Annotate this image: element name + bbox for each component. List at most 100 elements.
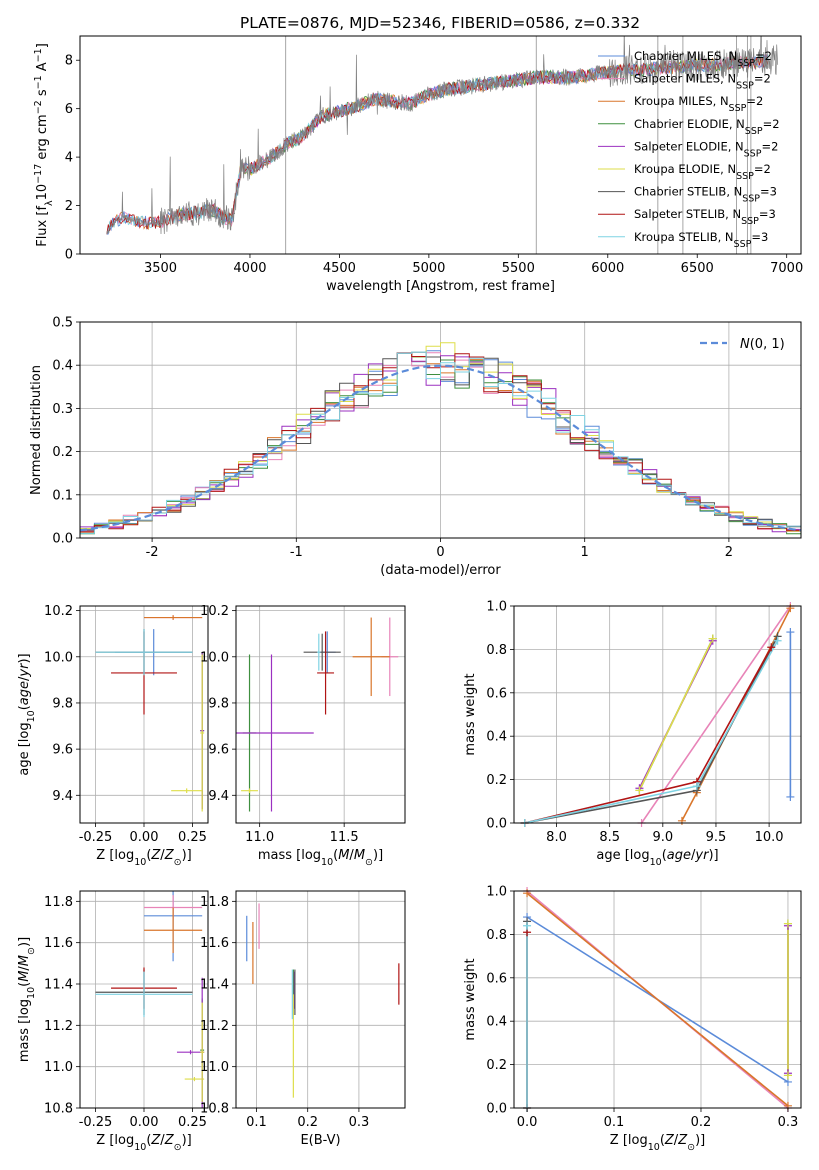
label-part: M bbox=[338, 848, 349, 863]
label-part: Chabrier STELIB, N bbox=[634, 185, 742, 199]
weight-marker bbox=[783, 1071, 792, 1080]
y-tick-label: 2 bbox=[65, 199, 73, 214]
y-tick-label: 11.6 bbox=[44, 936, 73, 951]
label-part: SSP bbox=[741, 216, 759, 227]
label-part: Kroupa STELIB, N bbox=[634, 230, 734, 244]
label-part: Chabrier MILES, N bbox=[634, 49, 737, 63]
y-tick-label: 10.0 bbox=[44, 650, 73, 665]
age-vs-metallicity-panel: -0.25 0.00 0.259.49.69.810.010.2Z [log10(Z… bbox=[17, 604, 209, 868]
plot-area bbox=[95, 615, 205, 812]
label-part: 10 bbox=[648, 1142, 660, 1153]
axes-frame bbox=[235, 605, 406, 824]
x-tick-label: 0.3 bbox=[349, 1115, 370, 1130]
plot-area bbox=[526, 891, 789, 1108]
y-tick-label: 0.0 bbox=[52, 532, 73, 547]
label-part: / bbox=[160, 1133, 165, 1148]
label-part: yr bbox=[694, 848, 710, 863]
weight-marker bbox=[773, 636, 782, 645]
label-part: Kroupa ELODIE, N bbox=[634, 162, 736, 176]
x-tick-label: 0.00 bbox=[130, 830, 159, 845]
label-part: ( bbox=[146, 848, 151, 863]
label-part: =3 bbox=[751, 230, 768, 244]
axes-frame bbox=[235, 890, 406, 1109]
weight-vs-age-panel: 8.0 8.5 9.0 9.5 10.0 0.0 0.2 0.4 0.6 0.8 1.0 age [l… bbox=[463, 600, 802, 868]
x-tick-label: 0.1 bbox=[246, 1115, 267, 1130]
x-tick-label: 6500 bbox=[681, 261, 714, 276]
y-tick-label: 11.0 bbox=[200, 1060, 229, 1075]
label-part: Z [log bbox=[610, 1133, 648, 1148]
weight-line bbox=[524, 636, 779, 823]
label-part: SSP bbox=[734, 238, 752, 249]
label-part: 10 bbox=[26, 987, 37, 999]
x-tick-label: 5000 bbox=[412, 261, 445, 276]
label-part: Z [log bbox=[96, 848, 134, 863]
label-part: =2 bbox=[761, 139, 778, 153]
weight-marker bbox=[786, 792, 795, 801]
legend-label: Chabrier STELIB, NSSP=3 bbox=[634, 185, 777, 205]
figure-title: PLATE=0876, MJD=52346, FIBERID=0586, z=0… bbox=[240, 14, 640, 32]
legend-label: Kroupa MILES, NSSP=2 bbox=[634, 94, 763, 114]
label-part: Z bbox=[150, 1133, 161, 1148]
weight-vs-metallicity-panel: 0.0 0.1 0.2 0.30.00.20.40.60.81.0Z [log10(Z… bbox=[463, 885, 802, 1153]
y-tick-label: 0.4 bbox=[52, 359, 73, 374]
label-part: SSP bbox=[744, 148, 762, 159]
label-part: )] bbox=[17, 653, 32, 663]
label-part: SSP bbox=[737, 58, 755, 69]
x-tick-label: 3500 bbox=[144, 261, 177, 276]
y-axis-label: Normed distribution bbox=[29, 365, 44, 495]
plot-area bbox=[524, 606, 792, 823]
label-part: Z bbox=[677, 1133, 688, 1148]
label-part: ( bbox=[17, 982, 32, 987]
label-part: wavelength [Angstrom, rest frame] bbox=[326, 279, 555, 294]
label-part: yr bbox=[17, 662, 32, 678]
label-part: mass [log bbox=[258, 848, 321, 863]
y-tick-label: 11.4 bbox=[44, 978, 73, 993]
x-tick-label: 6000 bbox=[591, 261, 624, 276]
label-part: N bbox=[740, 337, 750, 352]
label-part: Salpeter ELODIE, N bbox=[634, 139, 744, 153]
label-part: age [log bbox=[596, 848, 649, 863]
x-tick-label: 4500 bbox=[323, 261, 356, 276]
y-tick-label: 0.8 bbox=[486, 928, 507, 943]
label-part: 10 bbox=[26, 710, 37, 722]
x-tick-label: 11.0 bbox=[245, 830, 274, 845]
y-tick-label: 11.0 bbox=[44, 1060, 73, 1075]
label-part: )] bbox=[182, 848, 192, 863]
legend-label: N(0, 1) bbox=[740, 337, 785, 352]
y-tick-label: 10.0 bbox=[200, 650, 229, 665]
plot-area bbox=[236, 617, 399, 812]
label-part: =2 bbox=[746, 94, 763, 108]
y-tick-label: 11.4 bbox=[200, 978, 229, 993]
label-part: Z bbox=[164, 1133, 175, 1148]
x-tick-label: 0.3 bbox=[778, 1115, 799, 1130]
y-tick-label: 0.1 bbox=[52, 488, 73, 503]
label-part: λ bbox=[44, 200, 55, 206]
y-tick-label: 9.6 bbox=[52, 743, 73, 758]
label-part: (data-model)/error bbox=[380, 563, 501, 578]
label-part: (0, 1) bbox=[750, 337, 785, 352]
y-tick-label: 0.2 bbox=[52, 445, 73, 460]
x-axis-label: age [log10(age/yr)] bbox=[596, 848, 718, 868]
label-part: / bbox=[349, 848, 354, 863]
axes-frame bbox=[513, 890, 802, 1109]
label-part: )] bbox=[708, 848, 718, 863]
label-part: Chabrier ELODIE, N bbox=[634, 117, 745, 131]
x-tick-label: 10.0 bbox=[755, 830, 784, 845]
label-part: 10 bbox=[134, 1142, 146, 1153]
label-part: ( bbox=[660, 1133, 665, 1148]
label-part: ⊙ bbox=[365, 857, 373, 868]
mass-vs-metallicity-panel: -0.25 0.00 0.25 10.8 11.0 11.2 11.4 11.6 11.8 Z [… bbox=[17, 890, 209, 1153]
y-tick-label: 9.6 bbox=[208, 743, 229, 758]
label-part: =2 bbox=[754, 72, 771, 86]
label-part: )] bbox=[182, 1133, 192, 1148]
x-tick-label: 11.5 bbox=[330, 830, 359, 845]
label-part: age bbox=[17, 681, 32, 705]
x-axis-label: mass [log10(M/M⊙)] bbox=[258, 848, 383, 868]
y-tick-label: 0.4 bbox=[486, 1015, 507, 1030]
x-tick-label: 0.2 bbox=[297, 1115, 318, 1130]
weight-marker bbox=[767, 643, 776, 652]
y-tick-label: 0.2 bbox=[486, 1058, 507, 1073]
label-part: ( bbox=[17, 705, 32, 710]
label-part: Flux [f bbox=[35, 206, 50, 247]
